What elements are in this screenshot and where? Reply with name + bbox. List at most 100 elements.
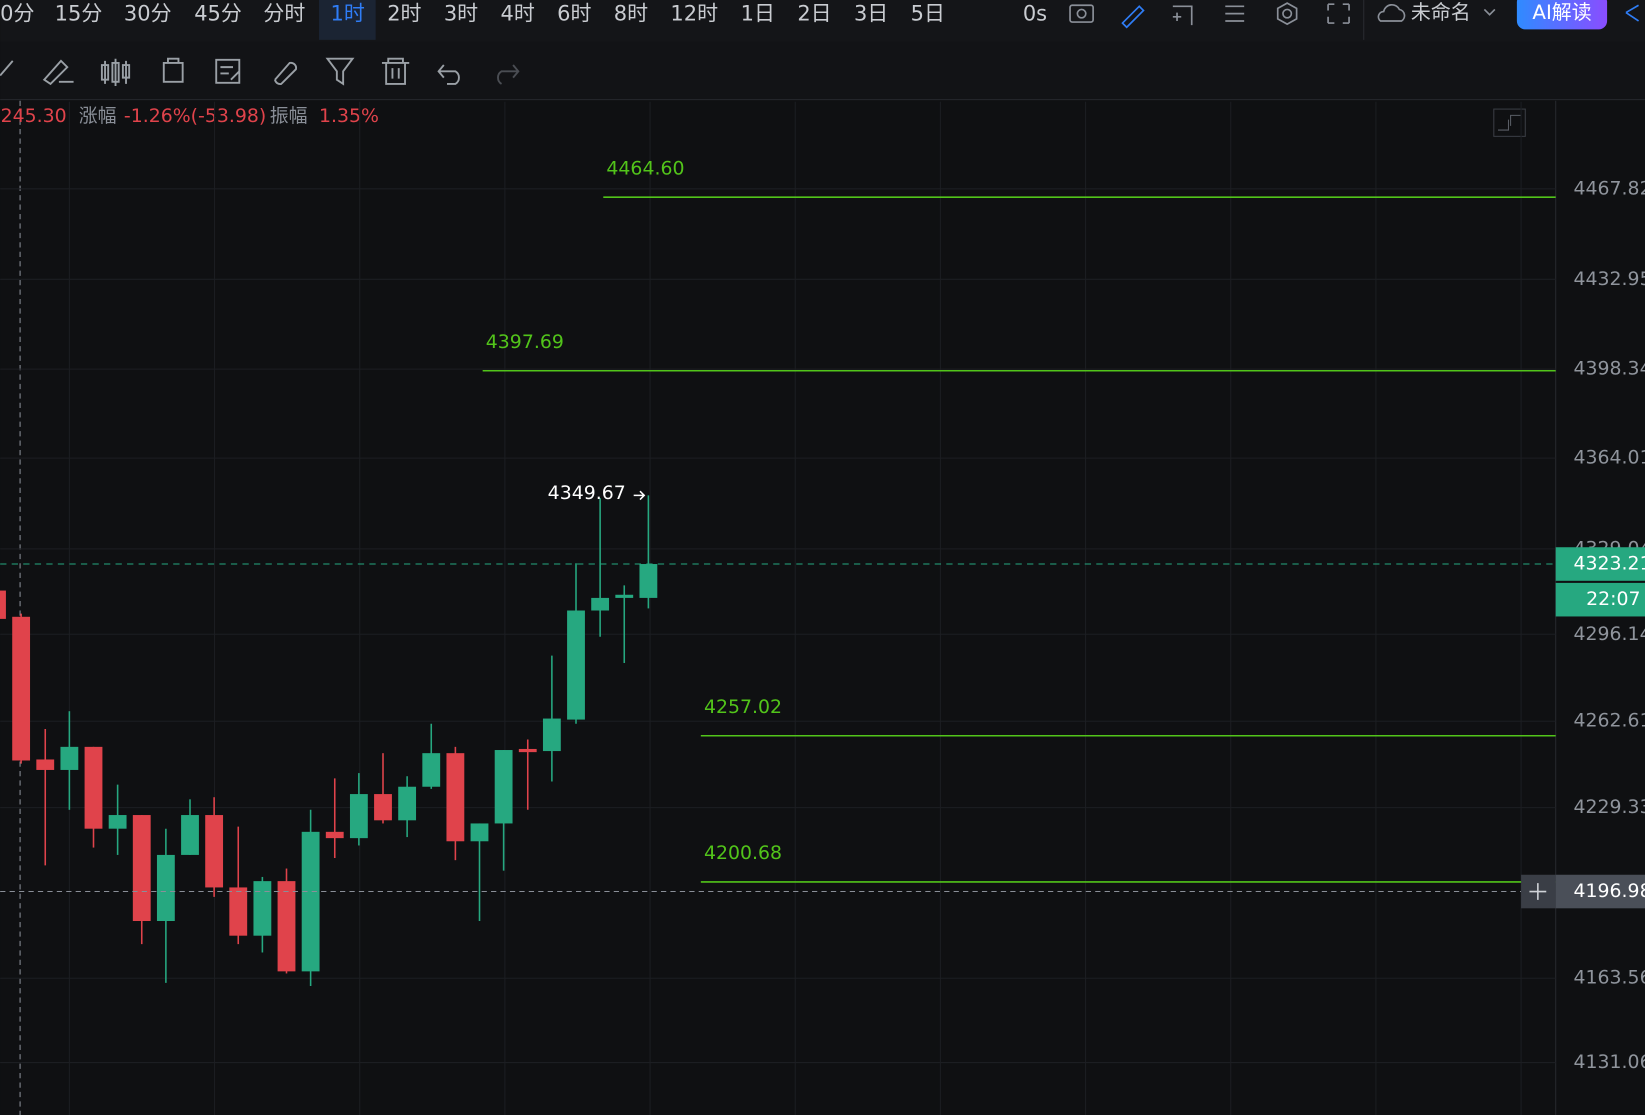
candle-body (12, 616, 31, 761)
level-label: 4257.02 (704, 696, 782, 718)
candle-body (374, 794, 392, 821)
info-amplitude: 1.35% (319, 105, 379, 127)
countdown-label: 22:07 (1586, 588, 1640, 610)
interval-button[interactable]: 3日 (854, 2, 888, 26)
candle-body (277, 881, 296, 972)
candle-body (422, 753, 441, 787)
candle-body (542, 718, 561, 752)
fullscreen-icon[interactable] (1327, 3, 1350, 24)
timer: 0s (1023, 2, 1047, 26)
dropdown-icon[interactable] (1483, 8, 1496, 16)
ai-button-label[interactable]: AI解读 (1532, 1, 1591, 24)
layout-name[interactable]: 未命名 (1411, 1, 1471, 24)
high-arrow (633, 490, 646, 501)
cloud-icon (1377, 3, 1406, 22)
candle-body (132, 815, 151, 922)
candle-body (156, 854, 175, 922)
candle-body (229, 887, 248, 936)
candle-body (84, 746, 103, 829)
candle-body (205, 815, 224, 888)
draw-tools (0, 57, 520, 87)
level-label: 4464.60 (606, 157, 684, 179)
interval-button[interactable]: 分时 (263, 2, 305, 26)
candle-body (615, 594, 634, 598)
level-label: 4397.69 (486, 331, 564, 353)
y-tick-label: 4262.61 (1574, 710, 1645, 732)
add-icon[interactable] (1172, 5, 1193, 26)
crosshair-price-label: 4196.98 (1574, 880, 1645, 902)
y-tick-label: 4432.95 (1574, 268, 1645, 290)
collapse-icon (1498, 114, 1522, 131)
tool-candles[interactable] (100, 58, 131, 87)
current-price-box (1555, 547, 1645, 581)
camera-icon[interactable] (1069, 4, 1094, 23)
info-change-label: 涨幅 (79, 105, 117, 127)
interval-button[interactable]: 1日 (741, 2, 775, 26)
y-tick-label: 4131.06 (1574, 1051, 1645, 1073)
interval-button[interactable]: 45分 (194, 2, 242, 26)
y-tick-label: 4296.14 (1574, 623, 1645, 645)
tool-magnet[interactable] (274, 61, 297, 85)
plot (0, 101, 1556, 1115)
y-tick-label: 4229.33 (1574, 796, 1645, 818)
tool-brush[interactable] (42, 59, 74, 86)
candle-body (349, 794, 368, 839)
interval-button[interactable]: 2时 (387, 2, 421, 26)
candle-body (494, 750, 513, 824)
tool-undo[interactable] (437, 64, 460, 85)
tool-filter[interactable] (325, 57, 355, 86)
y-tick-label: 4364.01 (1574, 447, 1645, 469)
y-tick-label: 4467.82 (1574, 177, 1645, 199)
top-bar (0, 0, 1645, 42)
top-icons (1069, 2, 1640, 29)
candle-body (639, 564, 658, 598)
interval-button[interactable]: 1时 (331, 2, 365, 26)
interval-button[interactable]: 2日 (797, 2, 831, 26)
candle-body (591, 597, 610, 611)
interval-button[interactable]: 6时 (557, 2, 591, 26)
settings-dot (1282, 8, 1293, 19)
candle-body (253, 881, 272, 936)
candle-body (567, 610, 585, 720)
interval-button[interactable]: 4时 (500, 2, 534, 26)
pen-icon[interactable] (1121, 5, 1145, 29)
draw-toolbar (0, 41, 1645, 100)
list-icon[interactable] (1225, 5, 1245, 22)
y-tick-label: 4163.56 (1574, 967, 1645, 989)
ai-button[interactable] (1516, 0, 1608, 30)
candle-body (446, 753, 465, 842)
current-price-label: 4323.21 (1574, 553, 1645, 575)
high-label: 4349.67 (548, 482, 626, 504)
y-tick-label: 4398.34 (1574, 358, 1645, 380)
candle-body (301, 831, 320, 972)
crosshair-price-box (1555, 874, 1645, 909)
info-price: 4245.30 (0, 105, 67, 127)
collapse-button[interactable] (1493, 108, 1526, 137)
tool-line[interactable] (0, 60, 14, 77)
info-change: -1.26%(-53.98) (124, 105, 266, 127)
share-icon[interactable] (1625, 4, 1640, 22)
candle-body (60, 746, 79, 770)
tool-delete[interactable] (381, 57, 410, 85)
interval-button[interactable]: 3时 (444, 2, 478, 26)
interval-button[interactable]: 5日 (911, 2, 945, 26)
interval-button[interactable]: 0分 (0, 2, 34, 26)
interval-button[interactable]: 15分 (55, 2, 103, 26)
interval-button[interactable]: 8时 (614, 2, 648, 26)
crosshair-add-icon (1529, 883, 1547, 900)
candle-body (398, 786, 417, 821)
candle-body (108, 815, 127, 829)
tool-measure[interactable] (162, 57, 184, 83)
countdown-box (1555, 582, 1645, 617)
candle-body (0, 590, 6, 619)
candle-body (36, 759, 55, 770)
interval-button[interactable]: 12时 (670, 2, 718, 26)
candle-body (325, 831, 344, 839)
interval-button[interactable]: 30分 (124, 2, 172, 26)
selected-interval-bg (319, 0, 376, 40)
tool-note[interactable] (215, 58, 241, 84)
settings-icon[interactable] (1276, 2, 1298, 26)
